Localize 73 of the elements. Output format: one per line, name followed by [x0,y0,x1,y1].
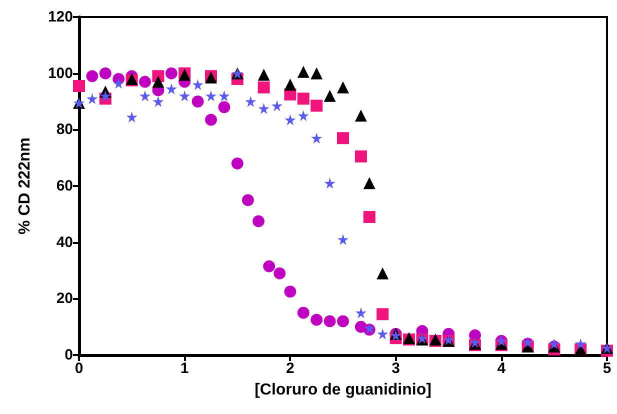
point [354,110,367,122]
point [310,100,323,112]
point [575,338,586,350]
point [86,93,98,104]
point [548,338,560,350]
point [258,103,270,114]
x-tick-label: 5 [602,360,612,377]
point [311,132,322,144]
point [263,260,276,272]
point [245,96,256,107]
point [192,96,204,108]
point [140,90,150,102]
point [337,132,349,144]
point [274,267,286,280]
y-tick-label: 100 [48,64,73,82]
point [139,76,151,88]
y-tick-label: 60 [56,178,73,194]
point [73,80,85,92]
point [113,78,124,89]
point [179,90,190,102]
point [231,157,244,170]
point [252,215,265,228]
point [324,90,336,102]
point [377,328,388,340]
point [310,314,323,326]
point [126,111,138,122]
point [354,150,367,162]
point [218,90,230,102]
x-tick-label: 4 [497,360,506,377]
point [324,315,336,328]
point [297,306,310,319]
point [205,114,217,126]
point [99,67,112,80]
point [284,114,296,126]
x-tick-label: 0 [74,360,84,377]
point [297,92,310,105]
point [355,307,366,318]
y-tick-label: 0 [64,346,73,364]
point [152,96,164,107]
x-tick-label: 1 [180,360,189,377]
point [152,76,164,88]
point [338,234,348,246]
point [100,90,111,102]
point [376,308,389,320]
y-axis-title: % CD 222nm [16,138,34,234]
point [242,194,254,206]
point [376,267,389,280]
y-tick-label: 20 [56,290,73,308]
x-axis-title: [Cloruro de guanidinio] [254,382,432,398]
point [192,79,204,90]
y-tick-label: 80 [56,121,73,138]
point [324,178,336,189]
x-tick-label: 3 [392,360,400,377]
y-tick-label: 120 [48,8,73,26]
point [337,81,349,94]
point [363,177,376,190]
point [363,210,376,223]
point [337,315,349,328]
point [165,67,178,80]
y-tick-label: 40 [56,234,73,251]
point [297,66,310,78]
point [218,101,230,114]
point [258,68,270,81]
point [206,90,216,102]
point [166,83,177,94]
point [272,100,282,112]
point [86,70,98,82]
point [298,110,309,122]
point [284,286,296,298]
x-tick-label: 2 [286,360,294,377]
point [258,81,270,94]
point [310,67,323,80]
point [284,78,296,91]
